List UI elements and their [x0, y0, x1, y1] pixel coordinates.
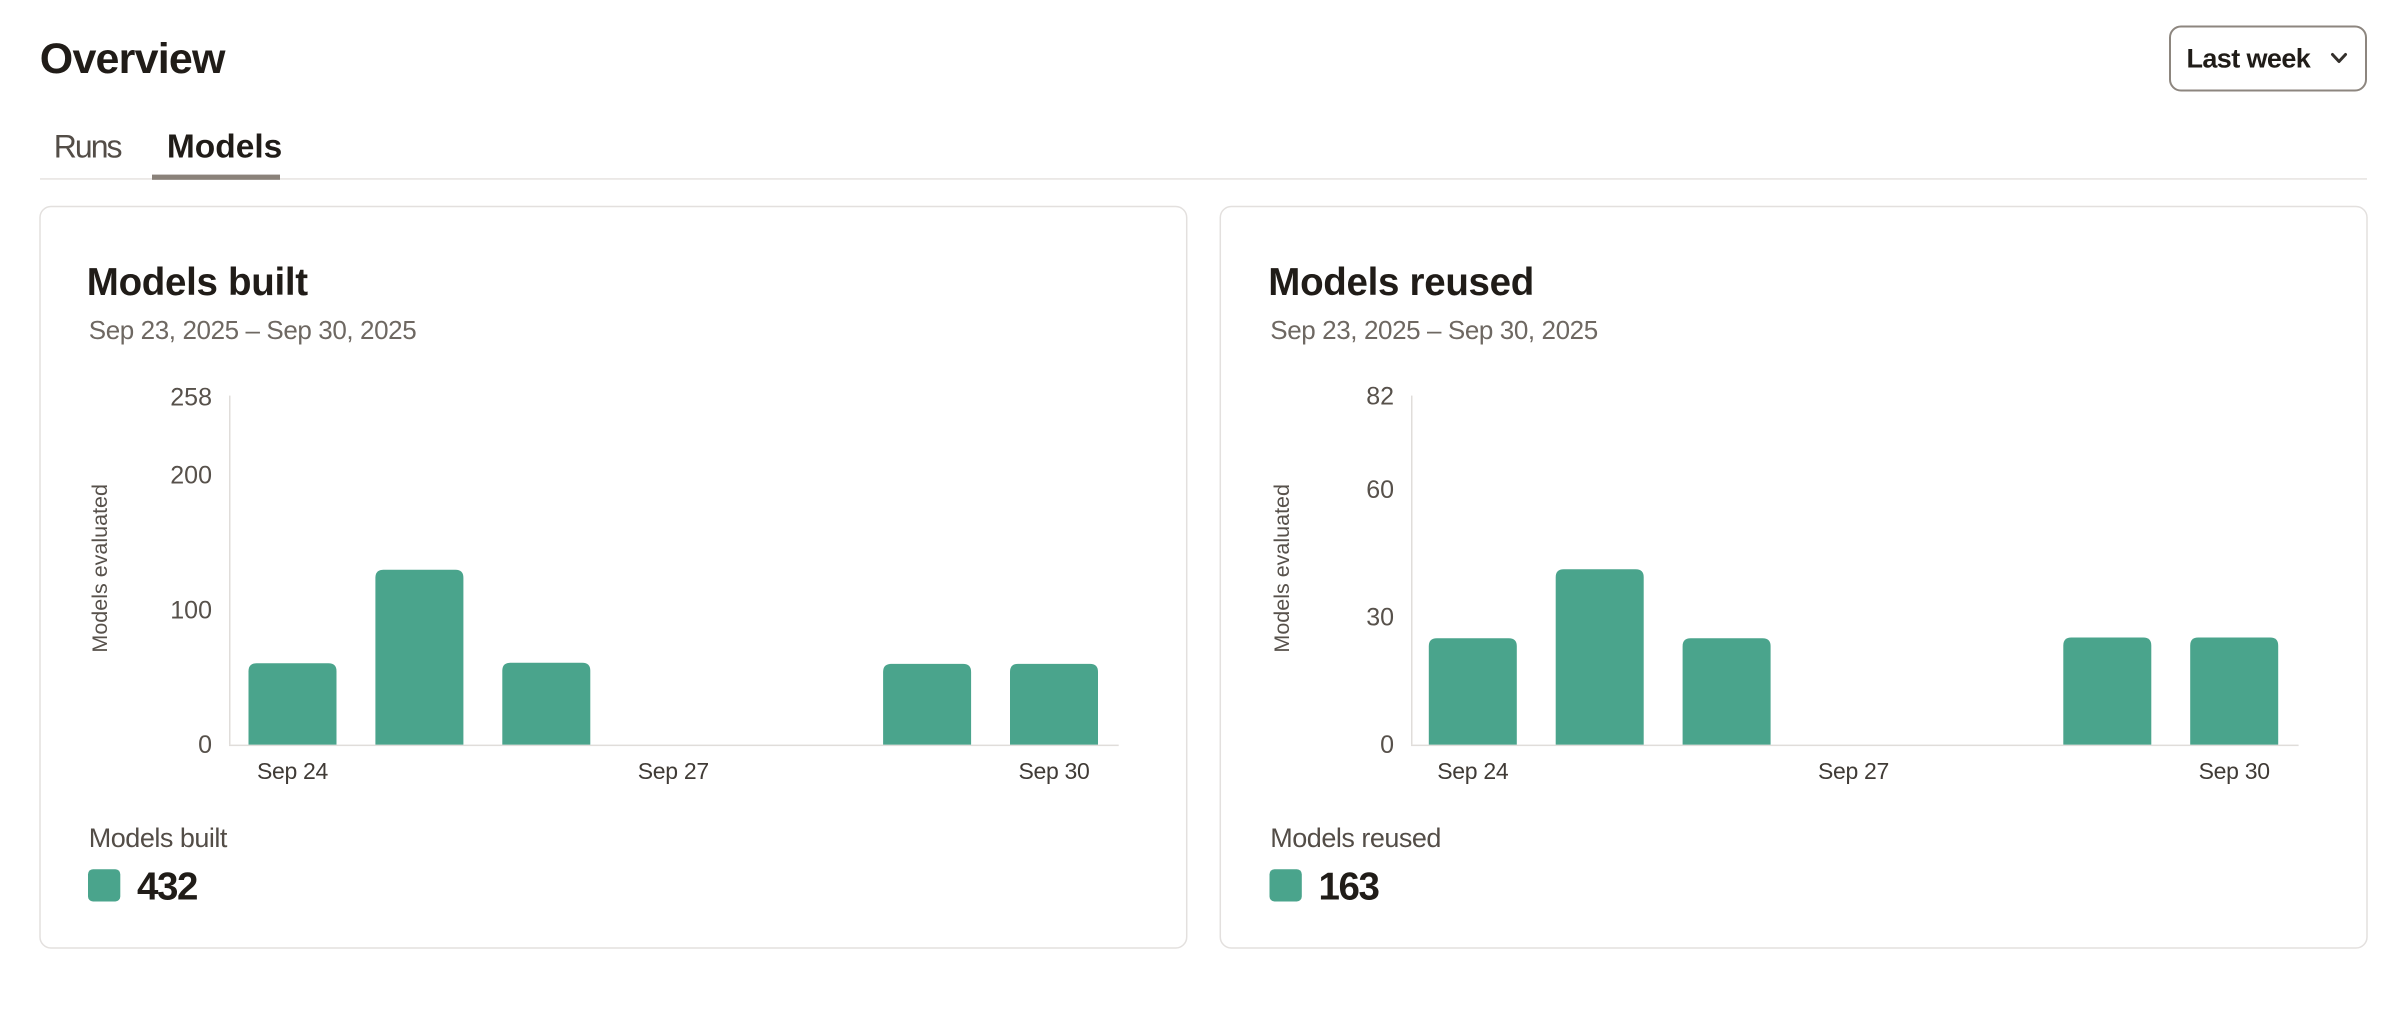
- svg-text:Models evaluated: Models evaluated: [1270, 484, 1294, 653]
- svg-text:Models: Models: [167, 128, 282, 165]
- svg-text:100: 100: [170, 596, 212, 624]
- svg-text:163: 163: [1319, 866, 1380, 909]
- svg-text:Overview: Overview: [40, 35, 226, 83]
- svg-text:Sep 23, 2025 – Sep 30, 2025: Sep 23, 2025 – Sep 30, 2025: [1270, 315, 1598, 345]
- svg-text:Models built: Models built: [89, 823, 228, 853]
- svg-text:Sep 23, 2025 – Sep 30, 2025: Sep 23, 2025 – Sep 30, 2025: [89, 315, 417, 345]
- svg-text:0: 0: [198, 731, 212, 759]
- svg-text:Models built: Models built: [87, 261, 308, 304]
- svg-text:30: 30: [1366, 604, 1394, 632]
- svg-text:Sep 24: Sep 24: [1437, 758, 1509, 784]
- svg-text:60: 60: [1366, 476, 1394, 504]
- svg-text:258: 258: [170, 383, 212, 411]
- svg-text:Sep 24: Sep 24: [257, 758, 329, 784]
- svg-text:0: 0: [1380, 731, 1394, 759]
- svg-text:Last week: Last week: [2187, 44, 2312, 74]
- svg-text:Sep 30: Sep 30: [2199, 758, 2270, 784]
- svg-text:82: 82: [1366, 383, 1394, 411]
- svg-text:432: 432: [137, 866, 197, 909]
- svg-text:200: 200: [170, 462, 212, 490]
- svg-text:Runs: Runs: [54, 128, 122, 164]
- svg-text:Models reused: Models reused: [1268, 261, 1534, 304]
- svg-text:Sep 27: Sep 27: [638, 758, 709, 784]
- svg-text:Sep 30: Sep 30: [1018, 758, 1089, 784]
- svg-text:Sep 27: Sep 27: [1818, 758, 1889, 784]
- svg-text:Models reused: Models reused: [1270, 823, 1441, 853]
- svg-text:Models evaluated: Models evaluated: [88, 484, 112, 653]
